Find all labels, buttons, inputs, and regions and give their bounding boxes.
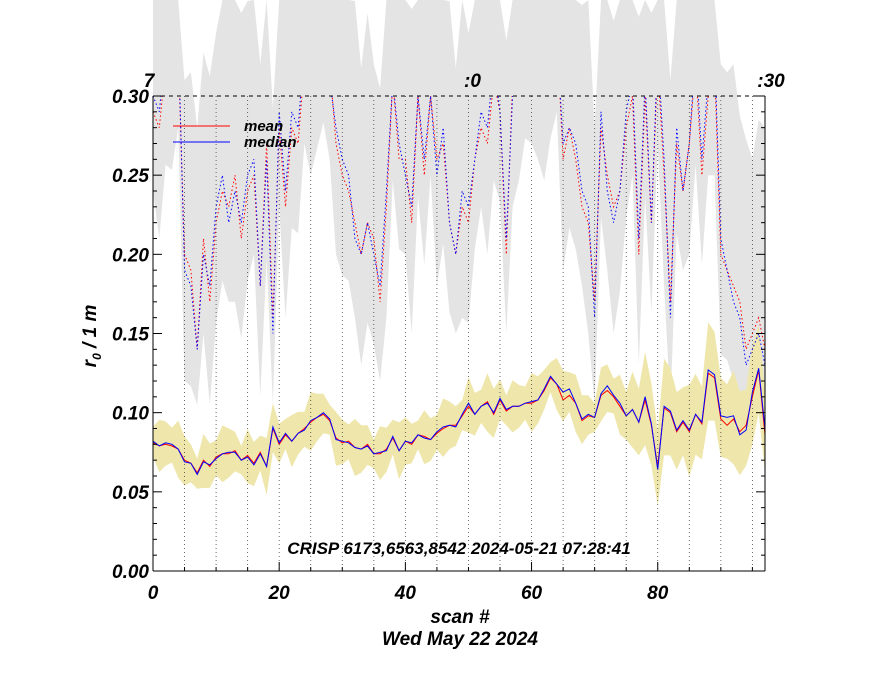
top-axis-label: 7 — [144, 71, 156, 92]
top-axis-label: :0 — [464, 71, 481, 92]
series-median-line — [153, 368, 765, 476]
axes: 0 20 40 60 80 0.00 0.05 0.10 0.15 0.20 0.25 0.307 :0… — [112, 71, 785, 604]
legend-mean-label: mean — [244, 118, 283, 135]
bands — [153, 0, 765, 506]
high-band — [153, 0, 765, 405]
date-label: Wed May 22 2024 — [382, 629, 538, 650]
y-axis-label-sub: 0 — [90, 353, 104, 360]
low-band — [153, 322, 765, 506]
y-tick-label: 0.05 — [112, 483, 149, 504]
y-tick-label: 0.20 — [112, 245, 149, 266]
y-tick-label: 0.30 — [112, 87, 149, 108]
x-tick-label: 20 — [268, 583, 291, 604]
x-axis-label: scan # — [430, 607, 490, 628]
data-layer — [153, 96, 765, 476]
y-axis-label-rest: / 1 m — [80, 305, 101, 354]
y-tick-label: 0.15 — [112, 325, 149, 346]
legend-median-label: median — [244, 134, 297, 151]
x-tick-label: 40 — [394, 583, 417, 604]
x-tick-label: 0 — [148, 583, 159, 604]
legend: mean median — [173, 118, 297, 151]
x-tick-label: 80 — [647, 583, 669, 604]
svg-text:r0 / 1 m: r0 / 1 m — [80, 305, 104, 368]
y-tick-label: 0.10 — [112, 404, 149, 425]
y-axis-label-main: r — [80, 358, 101, 367]
top-axis-label: :30 — [757, 71, 785, 92]
series-mean-high-line — [153, 96, 765, 352]
y-tick-label: 0.00 — [112, 562, 149, 583]
y-tick-label: 0.25 — [112, 166, 149, 187]
y-axis-label: r0 / 1 m — [80, 305, 104, 368]
chart-title: CRISP 6173,6563,8542 2024-05-21 07:28:41 — [287, 539, 630, 558]
x-tick-label: 60 — [521, 583, 543, 604]
